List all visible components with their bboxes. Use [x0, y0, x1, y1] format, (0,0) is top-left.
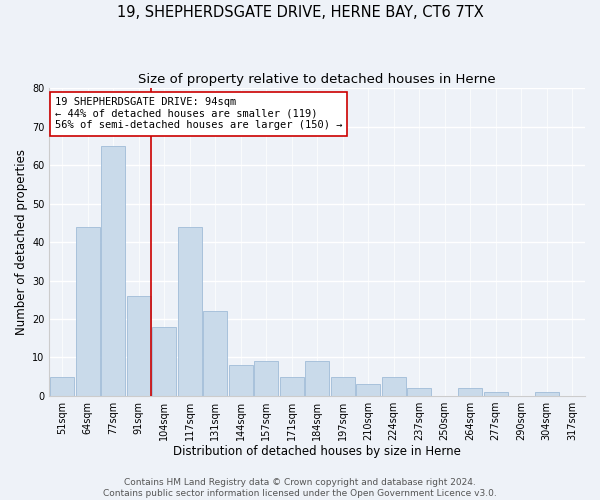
Bar	[458, 388, 482, 396]
Text: Contains HM Land Registry data © Crown copyright and database right 2024.
Contai: Contains HM Land Registry data © Crown c…	[103, 478, 497, 498]
Y-axis label: Number of detached properties: Number of detached properties	[15, 149, 28, 335]
Bar	[101, 146, 125, 396]
Bar	[50, 376, 74, 396]
Bar	[382, 376, 406, 396]
Bar	[356, 384, 380, 396]
Bar	[484, 392, 508, 396]
Text: 19 SHEPHERDSGATE DRIVE: 94sqm
← 44% of detached houses are smaller (119)
56% of : 19 SHEPHERDSGATE DRIVE: 94sqm ← 44% of d…	[55, 98, 342, 130]
Bar	[535, 392, 559, 396]
Bar	[229, 365, 253, 396]
Bar	[127, 296, 151, 396]
Bar	[407, 388, 431, 396]
Bar	[203, 312, 227, 396]
Bar	[152, 326, 176, 396]
Text: 19, SHEPHERDSGATE DRIVE, HERNE BAY, CT6 7TX: 19, SHEPHERDSGATE DRIVE, HERNE BAY, CT6 …	[116, 5, 484, 20]
Bar	[254, 362, 278, 396]
Bar	[280, 376, 304, 396]
X-axis label: Distribution of detached houses by size in Herne: Distribution of detached houses by size …	[173, 444, 461, 458]
Title: Size of property relative to detached houses in Herne: Size of property relative to detached ho…	[139, 72, 496, 86]
Bar	[331, 376, 355, 396]
Bar	[178, 226, 202, 396]
Bar	[305, 362, 329, 396]
Bar	[76, 226, 100, 396]
